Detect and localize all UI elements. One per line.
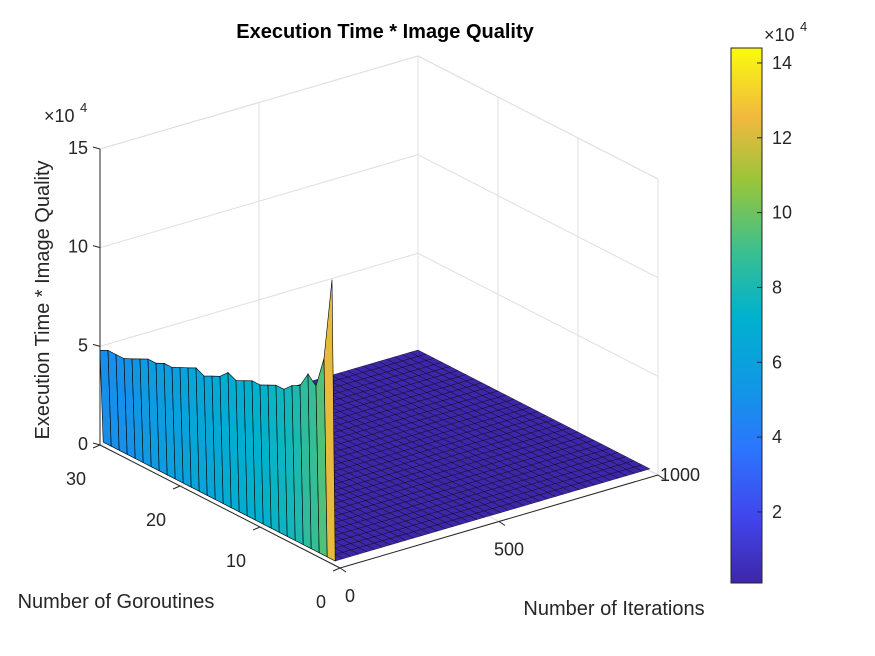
y-tick	[92, 444, 101, 449]
colorbar-exponent-power: 4	[800, 19, 807, 34]
z-tick-label: 10	[68, 237, 88, 257]
y-tick	[252, 526, 261, 531]
y-tick	[172, 485, 181, 490]
grid-line-z	[417, 154, 659, 279]
colorbar-tick-label: 10	[772, 203, 792, 223]
colorbar-tick-label: 12	[772, 128, 792, 148]
colorbar-tick-label: 4	[772, 427, 782, 447]
z-exponent-base: ×10	[44, 106, 75, 126]
x-tick	[498, 521, 506, 526]
y-tick	[332, 567, 341, 572]
x-tick	[339, 567, 347, 573]
colorbar: 2 4 6 8 10 12 14	[730, 47, 792, 584]
y-tick-label: 10	[226, 551, 246, 571]
surface-edge-cell	[323, 279, 336, 562]
z-exponent: ×10 4	[44, 100, 87, 126]
y-tick-label: 20	[146, 510, 166, 530]
z-tick-label: 0	[78, 434, 88, 454]
grid-line-z	[417, 252, 659, 377]
colorbar-exponent: ×10 4	[764, 19, 807, 45]
x-axis-label: Number of Iterations	[523, 598, 704, 620]
z-axis-label: Execution Time * Image Quality	[32, 160, 54, 439]
grid-line-z	[417, 55, 659, 180]
y-tick-label: 0	[316, 592, 326, 612]
y-tick-label: 30	[66, 469, 86, 489]
colorbar-tick-label: 2	[772, 502, 782, 522]
z-tick-label: 5	[78, 335, 88, 355]
z-tick	[92, 245, 101, 249]
colorbar-exponent-base: ×10	[764, 25, 795, 45]
colorbar-tick-label: 6	[772, 352, 782, 372]
z-tick	[92, 146, 101, 150]
colorbar-tick-label: 14	[772, 53, 792, 73]
x-tick-label: 0	[345, 586, 355, 606]
x-tick-label: 500	[494, 540, 524, 560]
y-axis-label: Number of Goroutines	[18, 591, 215, 613]
chart-title: Execution Time * Image Quality	[236, 21, 534, 43]
colorbar-gradient	[730, 47, 763, 584]
z-tick	[92, 343, 101, 347]
x-tick-label: 1000	[660, 465, 700, 485]
colorbar-tick-label: 8	[772, 277, 782, 297]
z-tick	[92, 442, 101, 446]
z-tick-label: 15	[68, 138, 88, 158]
z-exponent-power: 4	[80, 100, 87, 115]
y-axis-line	[99, 444, 341, 569]
axis-layer: 0 500 1000 0 10 20 30 0 5 10 15	[66, 138, 700, 612]
surface-layer	[99, 279, 651, 562]
x-tick	[657, 474, 665, 480]
